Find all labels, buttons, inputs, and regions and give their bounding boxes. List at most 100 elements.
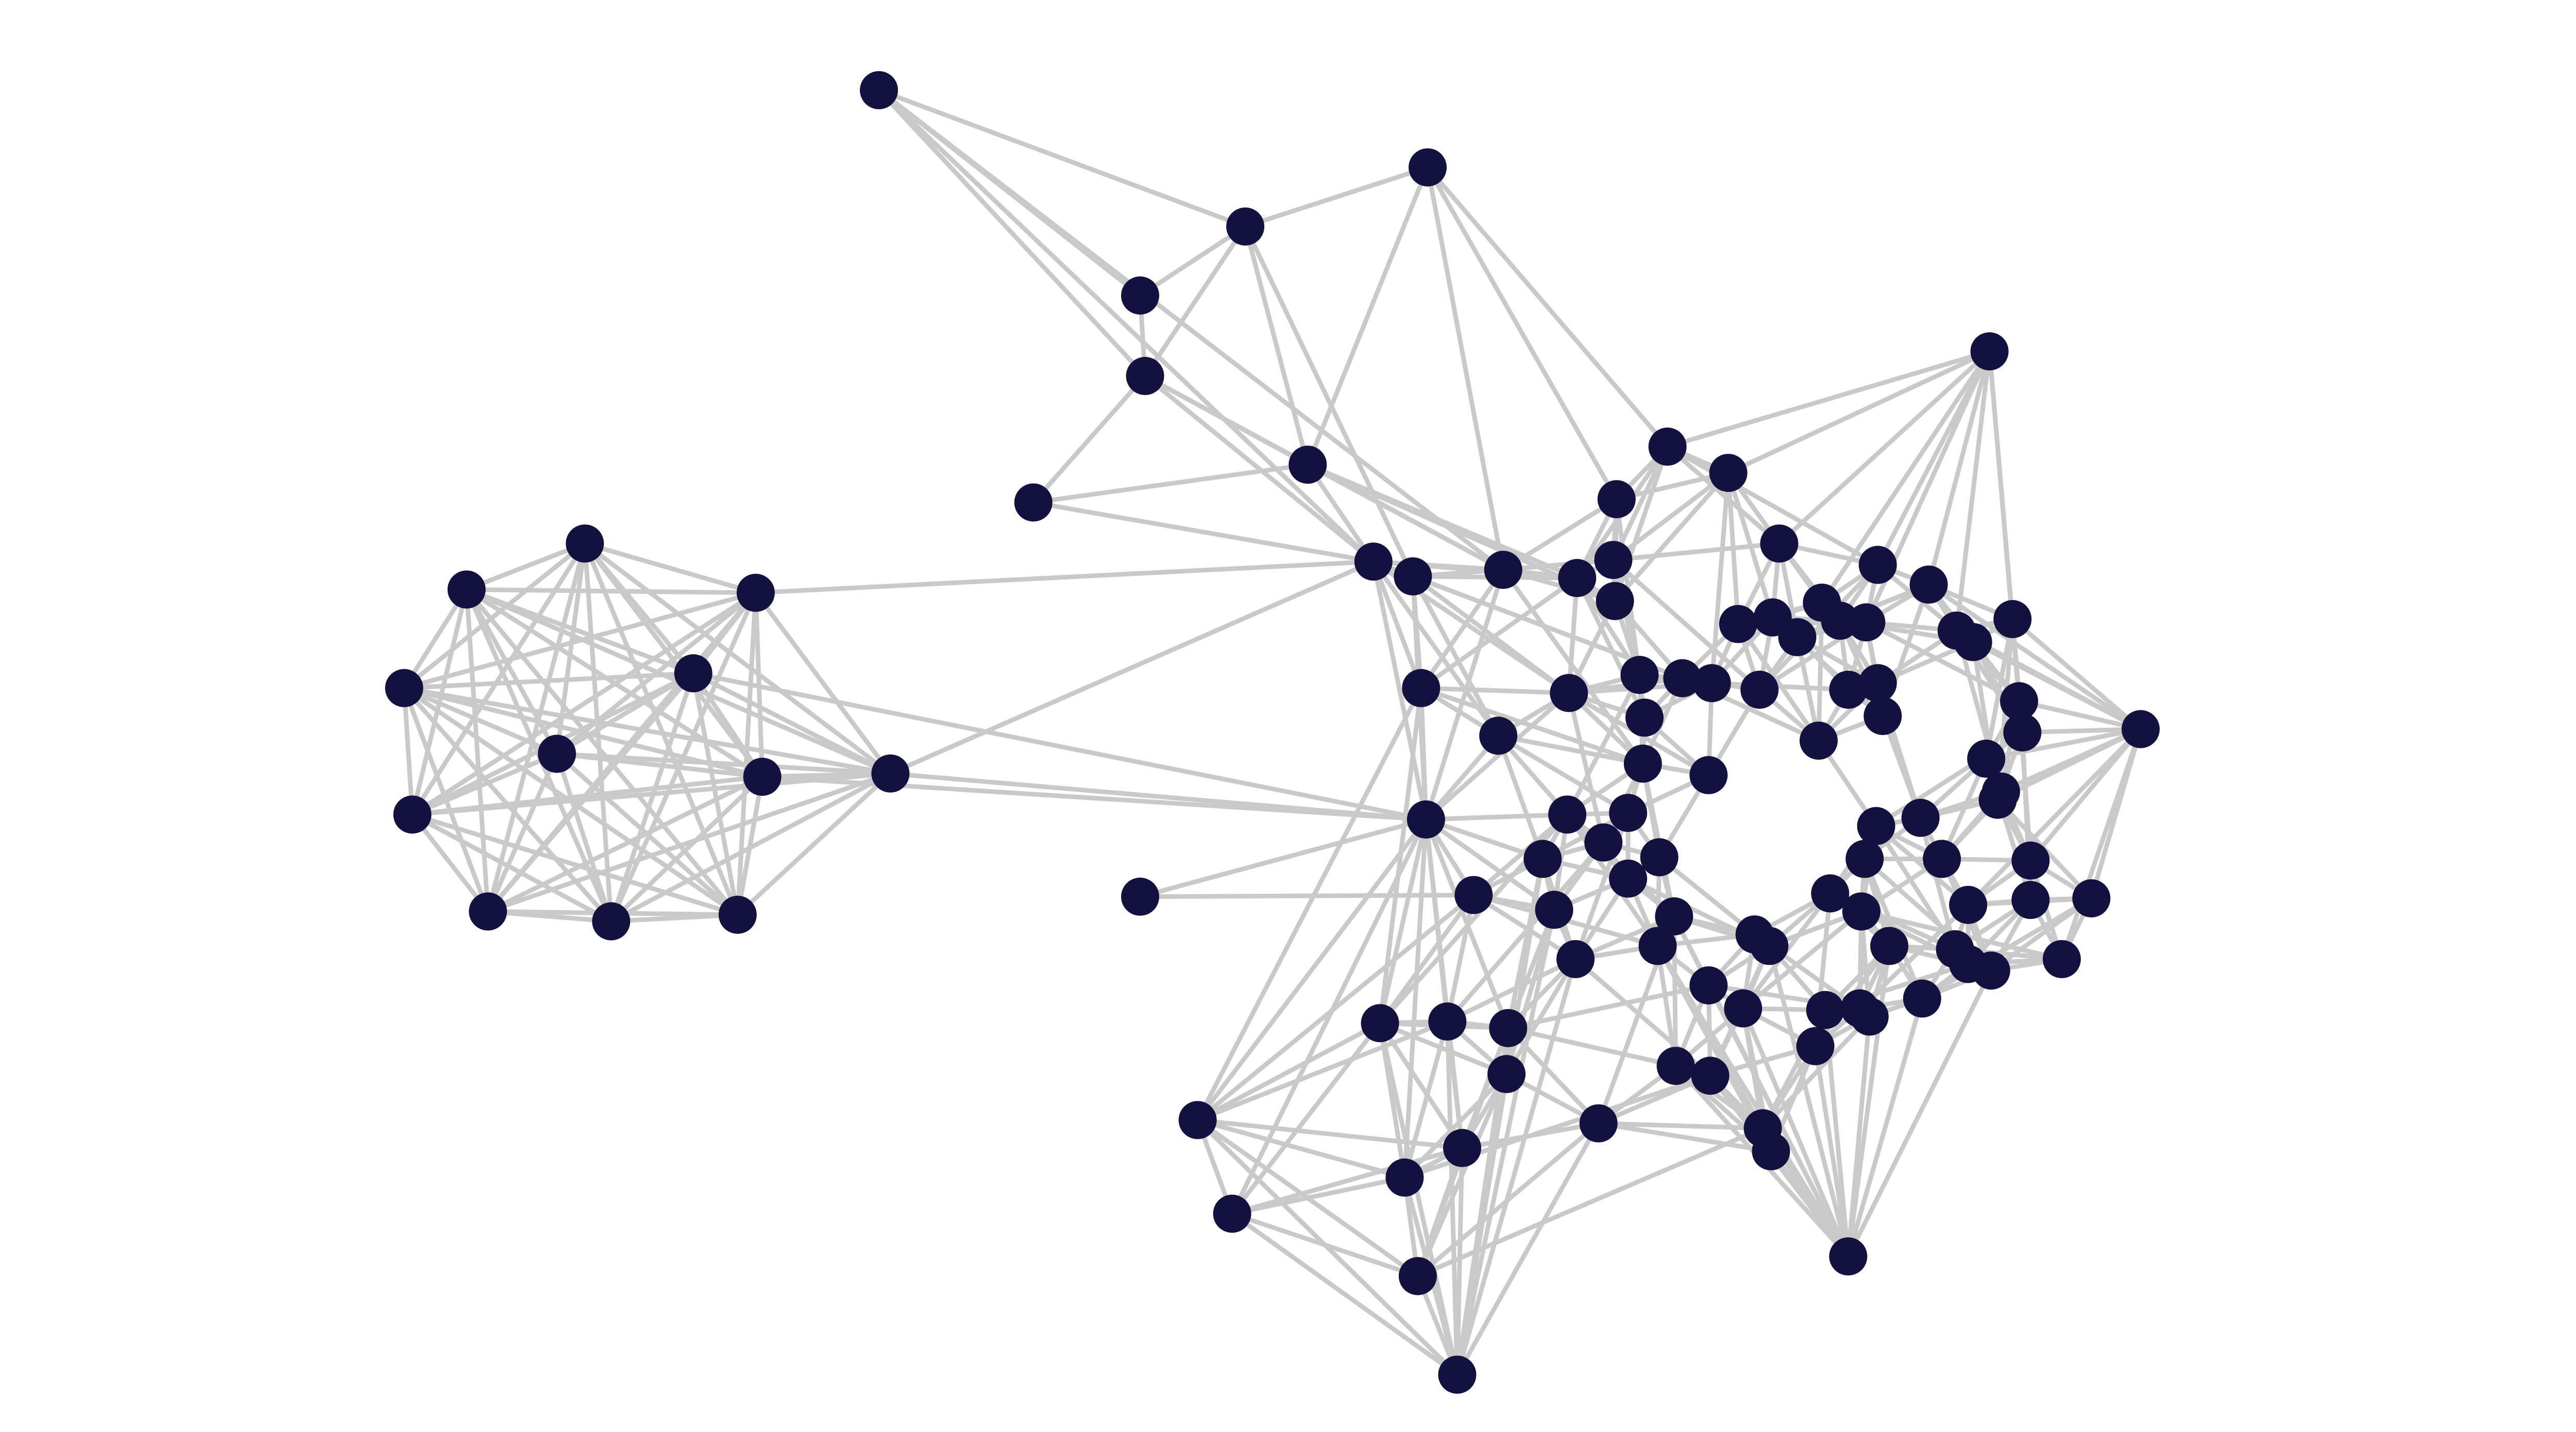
graph-edge: [1507, 983, 1709, 1031]
graph-edge: [1496, 735, 1545, 860]
graph-node: [1901, 798, 1940, 837]
graph-node: [1354, 542, 1393, 581]
graph-edge: [611, 912, 738, 924]
graph-node: [2072, 879, 2111, 917]
graph-node: [2011, 841, 2050, 880]
graph-node: [1847, 603, 1886, 642]
graph-node: [538, 735, 576, 773]
graph-node: [1724, 989, 1762, 1028]
graph-edge: [1921, 896, 2093, 1001]
graph-node: [1014, 483, 1053, 522]
graph-node: [469, 892, 507, 931]
graph-node: [1863, 697, 1902, 735]
graph-node: [1850, 997, 1889, 1036]
graph-node: [1740, 670, 1779, 709]
graph-node: [1923, 840, 1961, 878]
graph-node: [1584, 823, 1623, 862]
graph-node: [1550, 674, 1588, 712]
graph-node: [1548, 795, 1587, 834]
graph-edge: [754, 591, 892, 775]
graph-edge: [1502, 497, 1618, 572]
graph-edge: [1667, 349, 1990, 449]
graph-edge: [1741, 1007, 1851, 1257]
graph-edge: [1504, 909, 1556, 1075]
graph-edge: [1460, 1027, 1511, 1149]
graph-node: [1394, 557, 1432, 595]
graph-edge: [609, 775, 764, 923]
graph-edge: [402, 588, 469, 690]
graph-edge: [889, 559, 1375, 776]
graph-edge: [1231, 1175, 1405, 1216]
graph-edge: [465, 588, 740, 916]
graph-node: [743, 757, 782, 796]
graph-edge: [402, 541, 586, 690]
graph-node: [1752, 1132, 1790, 1171]
graph-edge: [466, 587, 756, 595]
graph-node: [1796, 1027, 1835, 1065]
graph-node: [1655, 897, 1693, 936]
graph-edge: [1196, 1021, 1381, 1122]
graph-edge: [753, 592, 765, 777]
graph-node: [2011, 881, 2050, 919]
graph-edge: [691, 672, 765, 778]
graph-edge: [485, 753, 560, 913]
graph-edge: [1426, 166, 1619, 501]
graph-node: [1625, 698, 1664, 737]
graph-edge: [1230, 818, 1428, 1215]
graph-node: [1406, 800, 1445, 839]
graph-edge: [465, 541, 586, 592]
graph-node: [1428, 1002, 1467, 1041]
graph-edge: [487, 771, 891, 914]
graph-node: [1178, 1101, 1217, 1139]
graph-node: [1829, 1237, 1868, 1276]
graph-edge: [1378, 893, 1476, 1025]
graph-edge: [1378, 819, 1429, 1024]
graph-edge: [1378, 688, 1423, 1024]
graph-edge: [1416, 1121, 1600, 1278]
graph-node: [1121, 877, 1159, 916]
graph-node: [1489, 1009, 1528, 1047]
graph-node: [1689, 756, 1728, 794]
graph-edge: [1505, 858, 1545, 1029]
graph-edge: [1371, 561, 1429, 820]
graph-edge: [582, 543, 614, 922]
graph-edge: [1845, 1016, 1872, 1257]
graph-node: [1402, 669, 1440, 707]
graph-edge: [1378, 1022, 1460, 1375]
graph-edge: [556, 751, 891, 776]
graph-edge: [1196, 818, 1428, 1122]
graph-edge: [877, 88, 1505, 572]
graph-edge: [1741, 910, 1863, 1011]
graph-edge: [1445, 841, 1605, 1024]
graph-edge: [1506, 909, 1556, 1029]
graph-node: [1640, 838, 1679, 877]
graph-edge: [1497, 734, 1630, 815]
graph-edge: [412, 771, 891, 817]
graph-node: [592, 902, 631, 941]
graph-nodes: [385, 71, 2160, 1394]
graph-node: [1609, 794, 1648, 832]
graph-node: [1806, 991, 1844, 1029]
graph-node: [1857, 807, 1895, 845]
graph-edge: [1230, 1021, 1382, 1215]
graph-edge: [411, 591, 757, 817]
graph-node: [1454, 876, 1493, 914]
graph-node: [1993, 600, 2032, 638]
graph-node: [1121, 276, 1159, 315]
graph-node: [1638, 927, 1677, 965]
graph-edge: [2019, 698, 2141, 731]
graph-node: [1594, 541, 1633, 579]
graph-edge: [1727, 349, 1991, 475]
graph-node: [1719, 605, 1757, 643]
graph-edge: [485, 543, 587, 912]
graph-edge: [411, 752, 558, 817]
graph-node: [1438, 1355, 1477, 1394]
graph-node: [1970, 332, 2009, 371]
graph-edge: [755, 559, 1374, 595]
graph-edge: [1455, 858, 1545, 1375]
graph-edge: [1143, 374, 1375, 564]
graph-edge: [1231, 1146, 1463, 1216]
graph-edge: [1197, 1117, 1463, 1151]
